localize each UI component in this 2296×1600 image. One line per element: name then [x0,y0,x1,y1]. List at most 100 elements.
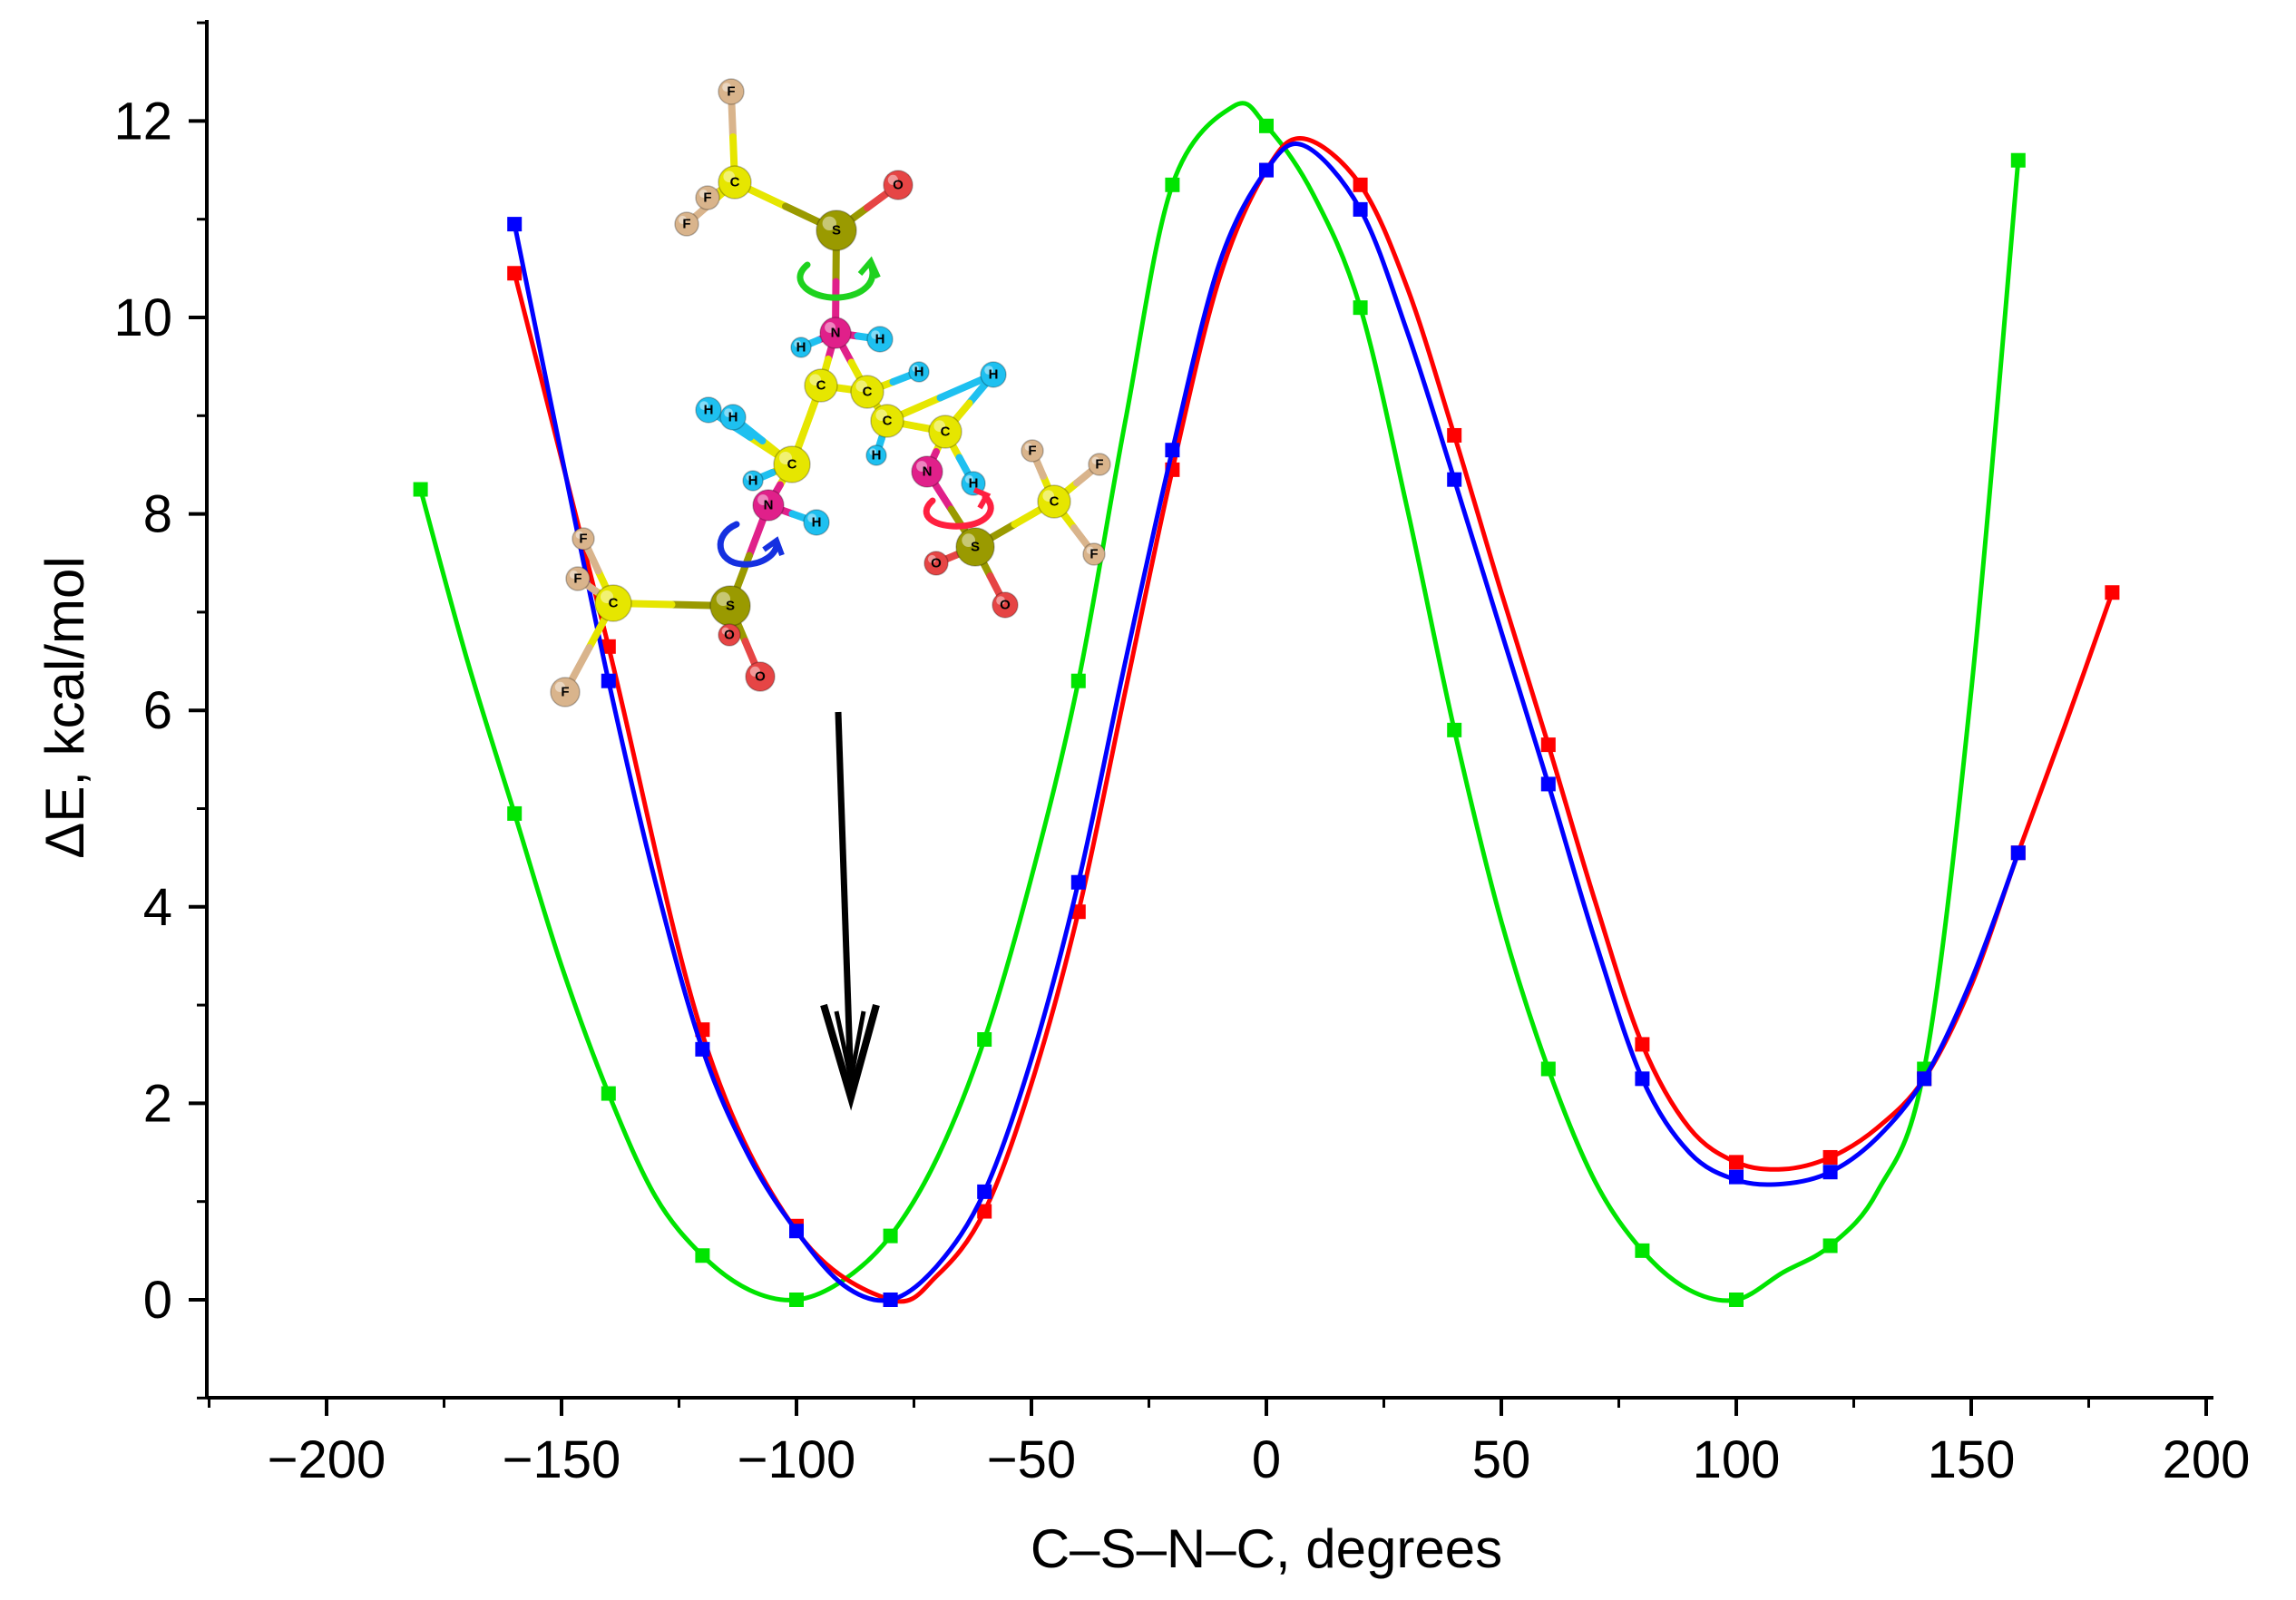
atom-highlight [916,461,927,472]
arrow-shaft-icon [835,711,855,1089]
atom-label: F [579,532,587,547]
data-point-red [1540,737,1556,753]
atom-highlight [724,408,733,417]
atom-label: C [941,424,951,440]
atom-sphere [550,677,581,707]
data-point-blue [1353,201,1368,217]
arrow-head-inner-icon [834,1010,866,1080]
atom-label: O [893,178,904,193]
data-point-green [1165,177,1180,192]
data-point-blue [1917,1071,1932,1087]
atom-highlight [1091,456,1100,464]
data-point-blue [1729,1169,1744,1185]
atom-label: C [816,378,826,394]
atom-highlight [809,374,821,386]
data-point-blue [1635,1071,1650,1087]
atom-sphere [1088,453,1111,476]
atom-label: N [831,326,841,341]
rotation-arrow-red-icon [923,493,994,530]
atom-sphere [773,445,811,483]
atom-h: H [980,361,1007,388]
data-point-blue [1822,1165,1838,1180]
atom-highlight [1042,490,1054,502]
atom-o: O [923,551,949,576]
x-tick-label: −50 [987,1430,1076,1489]
atom-h: H [790,337,812,358]
atom-sphere [992,591,1019,619]
atom-highlight [964,474,973,483]
atom-label: H [875,332,885,347]
atom-sphere [742,470,764,492]
data-point-red [2105,585,2120,600]
atom-f: F [674,211,699,237]
data-point-green [601,1086,616,1101]
atom-sphere [674,211,699,237]
data-point-red [1070,904,1086,920]
series-red [507,136,2120,1307]
atom-highlight [869,448,877,455]
y-tick-label: 0 [143,1271,172,1330]
atom-label: S [971,540,980,555]
atom-f: F [572,527,595,551]
atom-sphere [790,337,812,358]
atom-sphere [804,368,838,403]
data-point-blue [789,1224,804,1239]
atom-highlight [822,216,836,230]
data-point-red [601,639,616,654]
atom-highlight [933,420,945,433]
atom-label: C [1050,494,1060,510]
atom-highlight [794,340,802,347]
atom-s: S [816,210,857,251]
atom-highlight [746,473,754,482]
data-point-green [883,1228,898,1244]
atom-sphere [803,509,830,536]
atom-label: S [726,599,735,614]
y-tick-label: 8 [143,485,172,544]
atom-label: F [727,84,735,100]
atom-highlight [1086,546,1095,554]
atom-sphere [752,489,785,522]
atom-sphere [883,170,914,200]
atom-n: N [819,317,852,349]
atom-highlight [699,401,708,410]
atom-c: C [870,404,904,438]
series-green [413,101,2026,1307]
atom-f: F [1082,542,1106,566]
atom-c: C [804,368,838,403]
atom-highlight [554,681,566,693]
atom-label: F [682,217,690,232]
data-point-red [977,1204,992,1219]
atom-highlight [575,531,583,539]
atom-highlight [875,409,887,422]
atom-label: F [573,571,581,587]
x-tick-label: −200 [268,1430,386,1489]
atom-label: O [724,628,735,643]
atom-label: C [730,175,740,190]
atom-highlight [757,494,768,505]
atom-sphere [980,361,1007,388]
x-tick-label: 150 [1928,1430,2016,1489]
series-line-blue [512,141,2021,1303]
atom-o: O [745,661,776,692]
atom-c: C [928,415,962,449]
atom-label: S [832,223,841,239]
atom-highlight [887,174,899,185]
atom-sphere [816,210,857,251]
atom-highlight [927,554,936,563]
atom-sphere [866,326,894,353]
atom-f: F [550,677,581,707]
atom-f: F [1088,453,1111,476]
atom-highlight [807,513,816,522]
atom-sphere [718,623,741,647]
atom-highlight [855,380,867,393]
atom-highlight [569,570,578,579]
data-point-blue [1070,874,1086,890]
atom-label: H [969,476,979,492]
x-tick-label: 0 [1252,1430,1281,1489]
atom-highlight [984,366,993,375]
data-point-green [1729,1293,1744,1307]
atom-highlight [825,322,835,333]
atom-highlight [723,171,735,182]
atom-label: C [863,385,873,400]
